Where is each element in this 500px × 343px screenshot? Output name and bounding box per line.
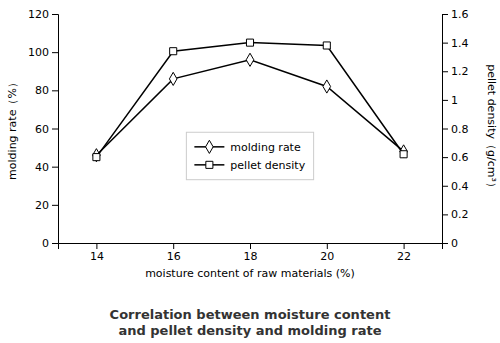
tick-label: 22 — [397, 250, 411, 263]
tick-mark — [52, 205, 58, 206]
tick: 120 — [28, 8, 58, 21]
legend-item: pellet density — [194, 159, 305, 172]
tick: 60 — [35, 123, 58, 136]
marks — [93, 39, 408, 162]
tick-mark — [52, 167, 58, 168]
tick: 1.6 — [442, 8, 469, 21]
y2-axis-title: pellet density（g/cm³） — [485, 64, 498, 193]
tick-label: 14 — [90, 250, 104, 263]
x-axis: 14 16 18 20 22 — [59, 243, 443, 263]
tick-mark — [404, 243, 405, 249]
tick: 0.8 — [442, 123, 469, 136]
tick-label: 0 — [42, 237, 49, 250]
tick-mark — [52, 52, 58, 53]
tick-mark — [442, 186, 448, 187]
title: Correlation between moisture contentand … — [110, 307, 391, 338]
tick-mark — [442, 214, 448, 215]
tick-mark — [442, 43, 448, 44]
tick: 0 — [442, 237, 458, 250]
plot: 14 16 18 20 22 0 20 40 60 80 100 120 0 0.2 0.4 0.6 0.8 1 1… — [28, 8, 469, 263]
y2-axis: 0 0.2 0.4 0.6 0.8 1 1.2 1.4 1.6 — [442, 8, 469, 250]
tick: 16 — [167, 243, 181, 263]
marker — [400, 145, 408, 158]
tick: 22 — [397, 243, 411, 263]
marker — [246, 39, 253, 46]
tick-label: 20 — [35, 199, 49, 212]
marker — [246, 53, 254, 66]
tick-label: 0 — [451, 237, 458, 250]
tick: 14 — [90, 243, 104, 263]
marker — [93, 149, 101, 162]
tick: 80 — [35, 84, 58, 97]
legend-marker — [206, 161, 213, 168]
tick-mark — [442, 243, 448, 244]
x-axis-title: moisture content of raw materials (%) — [145, 267, 355, 280]
tick: 0.6 — [442, 151, 469, 164]
tick-label: 1 — [451, 94, 458, 107]
tick-mark — [442, 14, 448, 15]
tick: 1 — [442, 94, 458, 107]
tick-mark — [52, 14, 58, 15]
tick-label: 1.4 — [451, 37, 469, 50]
tick-mark — [442, 71, 448, 72]
tick-label: 18 — [244, 250, 258, 263]
marker — [93, 154, 100, 161]
tick-label: 16 — [167, 250, 181, 263]
marker — [323, 80, 331, 93]
y-axis-title: molding rate（%） — [6, 77, 19, 180]
tick-label: 1.2 — [451, 65, 469, 78]
marker — [323, 42, 330, 49]
tick-mark — [442, 100, 448, 101]
tick-label: 0.8 — [451, 123, 469, 136]
tick-label: 20 — [320, 250, 334, 263]
tick: 20 — [35, 199, 58, 212]
legend-label: molding rate — [230, 141, 301, 154]
tick-label: 0.6 — [451, 151, 469, 164]
chart: 14 16 18 20 22 0 20 40 60 80 100 120 0 0.2 0.4 0.6 0.8 1 1… — [0, 0, 500, 343]
axis-line — [443, 15, 449, 244]
tick: 40 — [35, 161, 58, 174]
tick-label: 0.4 — [451, 180, 469, 193]
marker — [169, 72, 177, 85]
legend-label: pellet density — [230, 159, 305, 172]
tick-mark — [442, 157, 448, 158]
tick-mark — [250, 243, 251, 249]
tick-label: 60 — [35, 123, 49, 136]
tick: 1.2 — [442, 65, 469, 78]
tick-label: 100 — [28, 46, 49, 59]
tick: 1.4 — [442, 37, 469, 50]
tick-mark — [96, 243, 97, 249]
marker — [400, 151, 407, 158]
y-axis: 0 20 40 60 80 100 120 — [28, 8, 59, 250]
line — [96, 43, 403, 158]
tick-mark — [52, 129, 58, 130]
tick: 20 — [320, 243, 334, 263]
tick-mark — [327, 243, 328, 249]
tick-mark — [442, 129, 448, 130]
axis-line — [59, 244, 443, 250]
tick-label: 120 — [28, 8, 49, 21]
tick-mark — [52, 90, 58, 91]
tick-label: 80 — [35, 84, 49, 97]
tick-label: 1.6 — [451, 8, 469, 21]
tick-label: 40 — [35, 161, 49, 174]
tick: 0.4 — [442, 180, 469, 193]
legend-frame — [186, 132, 313, 179]
tick-label: 0.2 — [451, 208, 469, 221]
tick: 0.2 — [442, 208, 469, 221]
line — [96, 60, 403, 155]
legend: molding rate pellet density — [186, 132, 313, 179]
marker — [170, 48, 177, 55]
tick: 18 — [244, 243, 258, 263]
tick: 100 — [28, 46, 58, 59]
tick: 0 — [42, 237, 58, 250]
tick-mark — [173, 243, 174, 249]
tick-mark — [52, 243, 58, 244]
legend-marker — [206, 140, 214, 153]
legend-item: molding rate — [194, 140, 301, 153]
axis-line — [52, 15, 59, 244]
